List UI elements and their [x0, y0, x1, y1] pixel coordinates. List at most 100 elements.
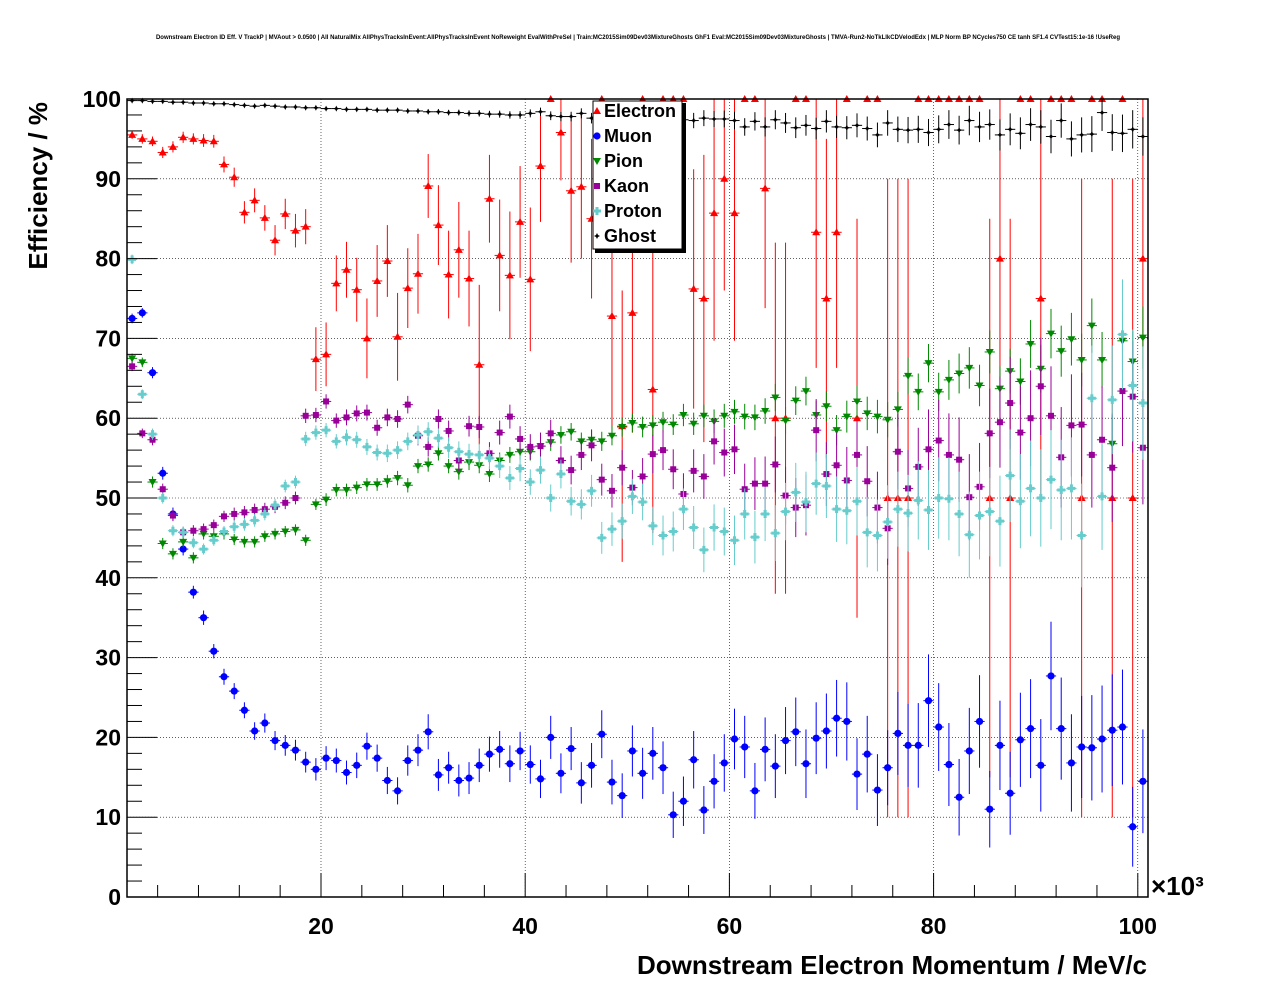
data-point	[854, 122, 861, 129]
data-point	[1099, 109, 1106, 116]
data-point	[1017, 429, 1024, 436]
data-point	[485, 454, 494, 463]
data-point	[956, 127, 963, 134]
data-point	[517, 435, 524, 442]
data-point	[720, 412, 729, 420]
data-point	[792, 728, 800, 736]
data-point	[986, 430, 993, 437]
data-point	[159, 98, 166, 105]
data-point	[465, 450, 474, 459]
data-point	[200, 526, 207, 533]
data-point	[189, 538, 198, 547]
data-point	[598, 730, 606, 738]
data-point	[455, 776, 463, 785]
data-point	[199, 545, 208, 554]
data-point	[1118, 723, 1127, 731]
data-point	[301, 537, 310, 545]
data-point	[526, 478, 535, 487]
data-point	[444, 270, 453, 278]
data-point	[1138, 399, 1147, 408]
legend-marker-proton	[593, 207, 601, 215]
data-point	[700, 473, 707, 480]
data-point	[813, 125, 820, 132]
data-point	[985, 348, 994, 356]
data-point	[832, 714, 841, 722]
data-point	[1026, 484, 1035, 493]
data-point	[210, 100, 217, 107]
legend-label-electron: Electron	[604, 101, 676, 121]
data-point	[444, 463, 453, 471]
data-point	[955, 793, 963, 801]
data-point	[251, 506, 258, 513]
series-electron	[127, 95, 1148, 818]
data-point	[802, 760, 810, 768]
data-point	[230, 536, 239, 544]
data-point	[587, 486, 596, 495]
data-point	[220, 513, 227, 520]
data-point	[556, 470, 565, 479]
y-tick-label: 60	[95, 405, 121, 431]
data-point	[772, 116, 779, 123]
data-point	[863, 410, 872, 418]
data-point	[495, 462, 504, 471]
data-point	[1057, 725, 1065, 733]
legend-box	[592, 100, 683, 250]
data-point	[751, 118, 758, 125]
data-point	[209, 536, 218, 545]
data-point	[597, 438, 606, 446]
data-point	[597, 533, 606, 542]
data-point	[781, 417, 790, 425]
legend-marker-electron	[593, 107, 601, 114]
data-point	[261, 719, 269, 727]
data-point	[944, 494, 953, 503]
data-point	[659, 764, 667, 772]
data-point	[1088, 744, 1096, 752]
data-point	[403, 482, 412, 490]
data-point	[1098, 735, 1106, 743]
data-point	[148, 479, 157, 487]
data-point	[842, 506, 851, 515]
data-point	[619, 464, 626, 471]
data-point	[771, 529, 780, 538]
data-point	[812, 228, 821, 236]
data-point	[955, 370, 964, 378]
data-point	[648, 521, 657, 530]
data-point	[291, 526, 300, 534]
x-tick-label: 80	[921, 913, 947, 939]
data-point	[813, 427, 820, 434]
data-point	[537, 108, 544, 115]
data-point	[168, 550, 177, 558]
data-point	[1098, 492, 1107, 501]
data-point	[1047, 672, 1055, 680]
data-point	[138, 359, 147, 367]
data-point	[292, 495, 299, 501]
tick-labels: 0 10 20 30 40 50 60 70 80 90 100 20 40 60 80 100	[83, 86, 1157, 939]
data-point	[424, 461, 433, 469]
data-point	[179, 538, 188, 546]
data-point	[750, 533, 759, 542]
data-point	[333, 105, 340, 112]
data-point	[180, 99, 187, 106]
data-point	[842, 413, 851, 421]
legend-marker-muon	[593, 132, 601, 140]
data-point	[762, 123, 769, 130]
x-tick-label: 20	[308, 913, 334, 939]
data-point	[557, 769, 565, 777]
data-point	[1016, 378, 1025, 386]
data-point	[527, 443, 534, 450]
data-point	[373, 481, 382, 489]
data-point	[588, 115, 595, 122]
data-point	[128, 130, 137, 138]
data-point	[761, 509, 770, 518]
data-point	[689, 523, 698, 532]
data-point	[771, 414, 780, 422]
data-point	[383, 478, 392, 486]
data-point	[363, 409, 370, 416]
data-point	[413, 463, 422, 471]
data-point	[260, 533, 269, 541]
data-point	[843, 717, 851, 726]
data-point	[517, 111, 524, 118]
data-point	[383, 776, 391, 785]
series-kaon	[127, 336, 1148, 566]
